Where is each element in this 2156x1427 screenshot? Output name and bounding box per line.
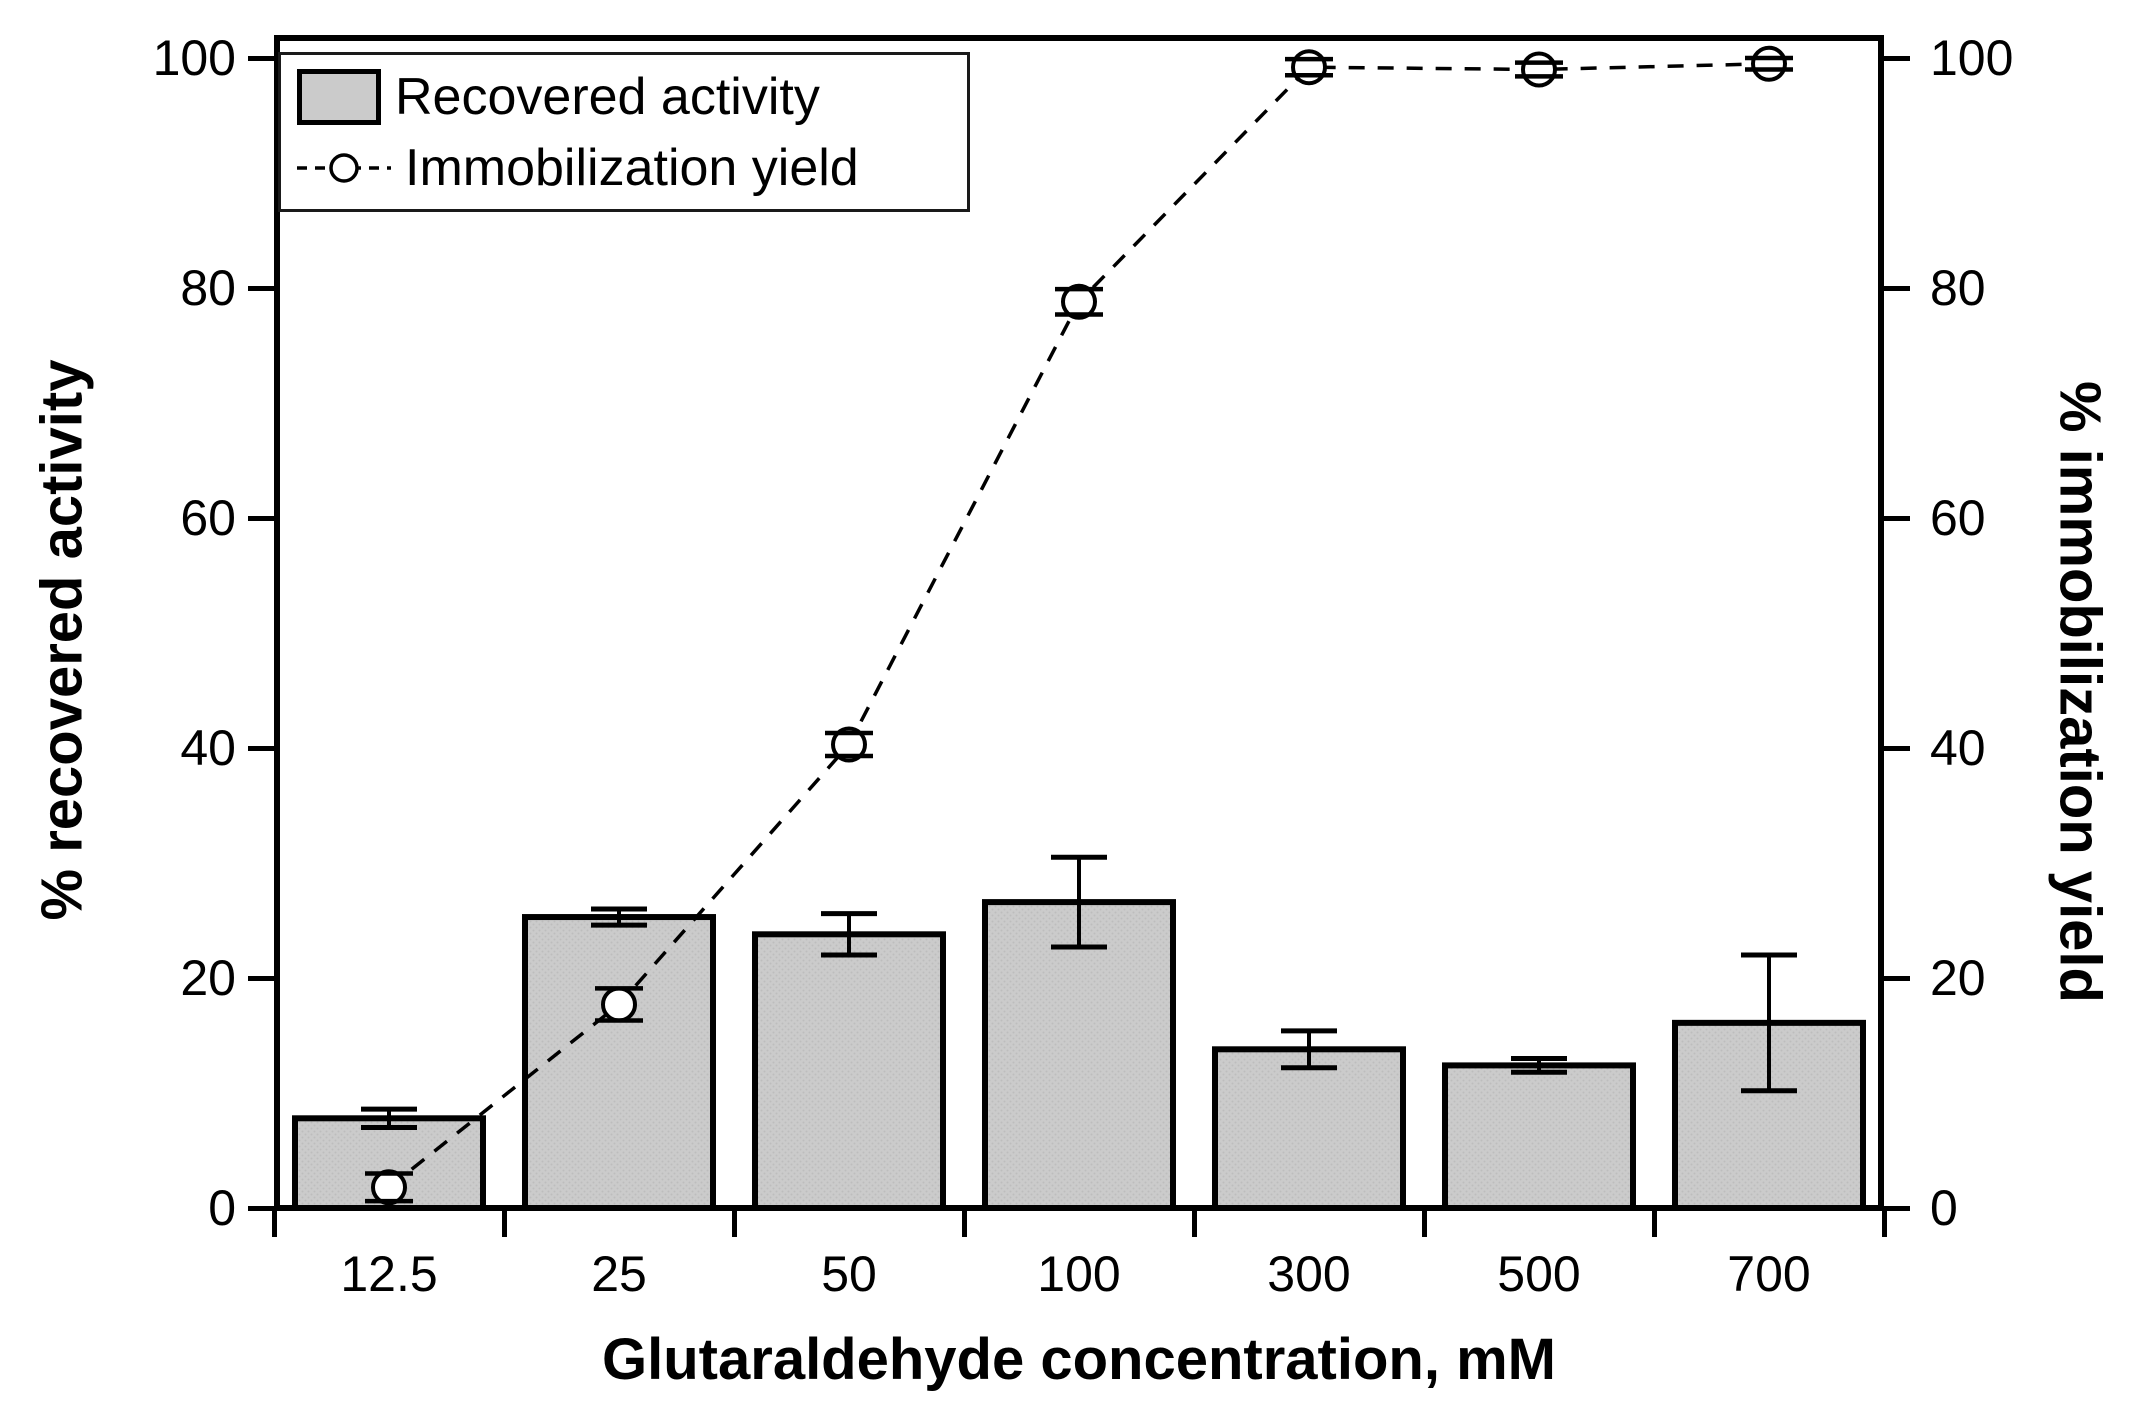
- right-y-tick-label: 80: [1930, 260, 1986, 316]
- yield-marker: [1291, 49, 1327, 86]
- x-tick-label: 25: [591, 1246, 647, 1302]
- left-y-tick-label: 0: [208, 1180, 236, 1236]
- x-tick: [1421, 1211, 1427, 1237]
- yield-marker: [831, 726, 867, 763]
- x-tick-label: 500: [1497, 1246, 1581, 1302]
- yield-marker: [601, 986, 637, 1023]
- bar: [752, 931, 946, 1211]
- plot-frame: [274, 35, 1884, 1211]
- right-y-axis-title: % immobilization yield: [2047, 381, 2113, 1003]
- right-y-tick-label: 0: [1930, 1180, 1958, 1236]
- x-tick-label: 12.5: [340, 1246, 438, 1302]
- x-tick: [501, 1211, 507, 1237]
- x-tick: [271, 1211, 277, 1237]
- x-tick: [1651, 1211, 1657, 1237]
- left-y-tick: [248, 515, 274, 521]
- left-y-tick: [248, 55, 274, 61]
- right-y-tick-label: 60: [1930, 490, 1986, 546]
- right-y-tick-label: 100: [1930, 30, 2014, 86]
- dashed-line-circle-icon: [297, 152, 391, 183]
- legend-label: Immobilization yield: [405, 138, 859, 197]
- bar: [982, 899, 1176, 1211]
- x-tick-label: 300: [1267, 1246, 1351, 1302]
- left-y-tick: [248, 975, 274, 981]
- left-y-tick-label: 20: [180, 950, 236, 1006]
- yield-marker: [1061, 283, 1097, 320]
- yield-marker: [371, 1169, 407, 1206]
- x-tick: [731, 1211, 737, 1237]
- left-y-tick: [248, 745, 274, 751]
- right-y-tick-label: 40: [1930, 720, 1986, 776]
- right-y-tick: [1884, 745, 1910, 751]
- left-y-tick-label: 100: [152, 30, 236, 86]
- x-tick: [961, 1211, 967, 1237]
- left-y-tick: [248, 285, 274, 291]
- x-tick-label: 100: [1037, 1246, 1121, 1302]
- left-y-tick: [248, 1205, 274, 1211]
- bar: [1442, 1062, 1636, 1211]
- x-tick: [1881, 1211, 1887, 1237]
- x-tick: [1191, 1211, 1197, 1237]
- right-y-tick-label: 20: [1930, 950, 1986, 1006]
- left-y-tick-label: 60: [180, 490, 236, 546]
- plot-area: [274, 35, 1884, 1211]
- legend-label: Recovered activity: [395, 67, 820, 126]
- right-y-tick: [1884, 285, 1910, 291]
- legend-item-recovered-activity: Recovered activity: [297, 64, 967, 130]
- plot-canvas: [274, 35, 1884, 1211]
- right-y-tick: [1884, 55, 1910, 61]
- bar: [1212, 1046, 1406, 1211]
- left-y-axis-title: % recovered activity: [29, 359, 95, 921]
- right-y-tick: [1884, 1205, 1910, 1211]
- left-y-tick-label: 40: [180, 720, 236, 776]
- bar-swatch: [297, 68, 381, 125]
- right-y-tick: [1884, 515, 1910, 521]
- x-axis-title: Glutaraldehyde concentration, mM: [602, 1327, 1556, 1392]
- x-tick-label: 700: [1727, 1246, 1811, 1302]
- left-y-tick-label: 80: [180, 260, 236, 316]
- yield-marker: [1521, 51, 1557, 88]
- legend: Recovered activity Immobilization yield: [278, 52, 970, 212]
- right-y-tick: [1884, 975, 1910, 981]
- yield-marker: [1751, 45, 1787, 82]
- x-tick-label: 50: [821, 1246, 877, 1302]
- legend-item-immobilization-yield: Immobilization yield: [297, 135, 967, 201]
- bar: [522, 914, 716, 1211]
